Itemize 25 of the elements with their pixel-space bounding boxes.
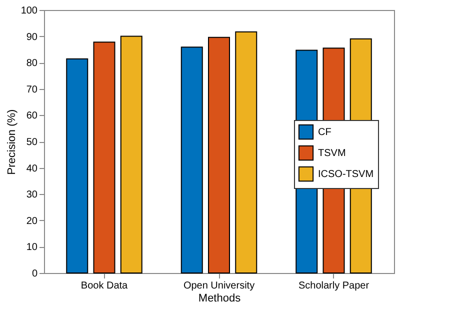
x-tick-label: Open University [183,280,255,292]
y-tick-label: 60 [26,110,38,122]
bar [66,58,88,274]
x-tick-label: Scholarly Paper [298,280,370,292]
y-tick-label: 10 [26,242,38,254]
y-tick-label: 100 [20,6,38,16]
y-tick-label: 90 [26,32,38,43]
y-tick-label: 80 [26,58,38,70]
bar [120,36,142,274]
bar [93,42,116,274]
y-axis-title: Precision (%) [6,109,18,175]
bar [180,46,203,274]
bar [208,36,230,274]
legend-label: TSVM [318,148,346,159]
legend-label: CF [318,127,332,138]
y-tick-label: 50 [26,137,38,148]
x-tick-label: Book Data [80,280,128,292]
y-tick-label: 20 [26,216,38,227]
y-tick-label: 70 [26,84,38,96]
bar [235,31,258,274]
y-tick-label: 40 [26,163,38,174]
x-axis-title: Methods [198,292,242,304]
legend-label: ICSO-TSVM [318,169,374,180]
y-tick-label: 0 [32,268,38,280]
y-tick-label: 30 [26,190,38,201]
